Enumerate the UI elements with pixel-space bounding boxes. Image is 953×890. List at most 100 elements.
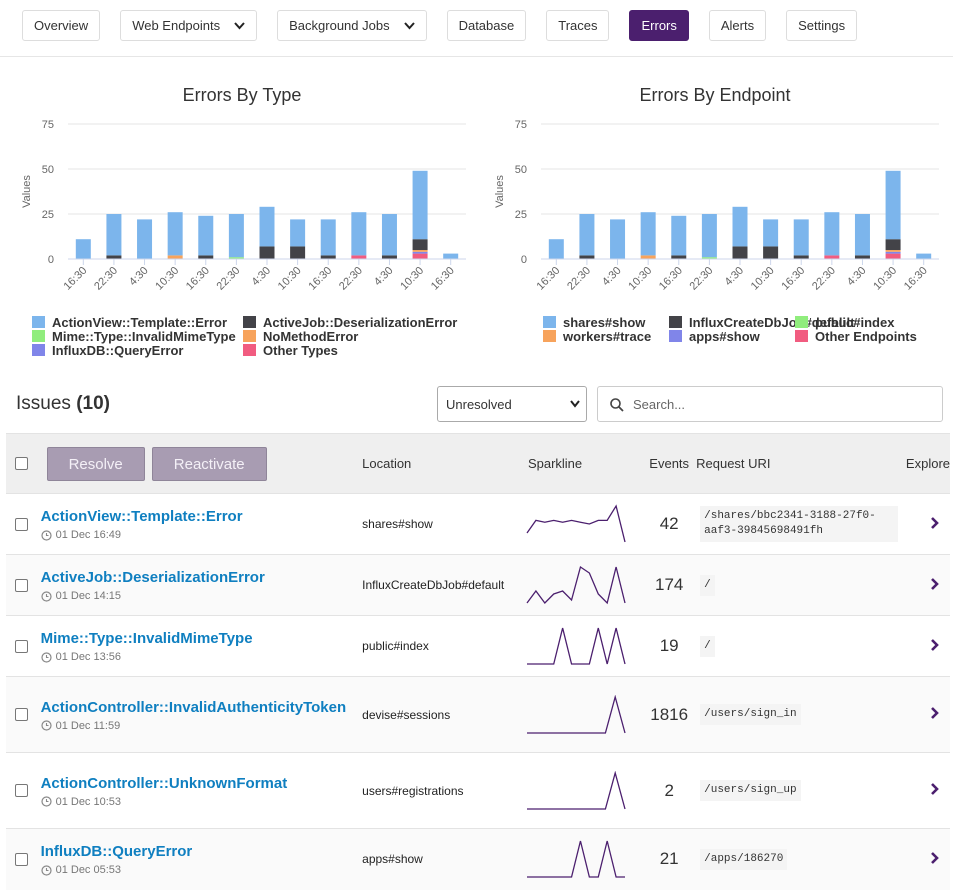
chevron <box>931 851 939 864</box>
action-button[interactable]: Reactivate <box>151 446 267 481</box>
row-checkbox[interactable] <box>15 639 28 653</box>
row-checkbox[interactable] <box>15 517 28 531</box>
explore-chevron[interactable] <box>930 851 940 864</box>
cell <box>6 676 41 753</box>
row-checkbox[interactable] <box>15 784 28 797</box>
select-arrow <box>570 400 580 408</box>
nav-tab-label: Settings <box>798 18 846 33</box>
x-tick-label: 4:30 <box>845 265 869 289</box>
legend-label: NoMethodError <box>263 329 358 344</box>
sparkline <box>526 694 626 734</box>
issues-count: (10) <box>76 393 110 414</box>
nav-tab[interactable]: Web Endpoints <box>120 10 258 41</box>
chevron <box>931 783 939 795</box>
nav-bar: Overview Web Endpoints Background Jobs Data… <box>0 0 953 57</box>
row-checkbox[interactable] <box>15 852 28 866</box>
explore-chevron[interactable] <box>930 516 940 529</box>
bar-segment <box>548 239 564 259</box>
column-header: Location <box>356 433 528 494</box>
nav-tab[interactable]: Alerts <box>708 10 767 41</box>
cell: / <box>696 554 898 616</box>
y-tick-label: 75 <box>42 119 54 131</box>
issue-location: public#index <box>356 615 528 677</box>
nav-tab[interactable]: Overview <box>22 10 101 41</box>
bar-segment <box>793 255 809 259</box>
clock-hands <box>45 867 49 871</box>
cell <box>526 676 643 753</box>
bar-segment <box>824 212 840 256</box>
issues-title: Issues <box>16 393 71 414</box>
action-button[interactable]: Resolve <box>46 446 145 481</box>
time-text: 01 Dec 05:53 <box>55 864 122 877</box>
clock-face <box>40 865 52 876</box>
y-axis-label: Values <box>21 175 33 208</box>
bar-segment <box>640 255 656 259</box>
issue-name[interactable]: InfluxDB::QueryError <box>40 843 193 861</box>
issue-time: 01 Dec 05:53 <box>40 864 347 877</box>
nav-tab[interactable]: Traces <box>546 10 610 41</box>
x-tick-label: 16:30 <box>61 265 89 293</box>
clock-hands <box>45 532 49 536</box>
bar-segment <box>167 255 183 259</box>
nav-tab[interactable]: Background Jobs <box>277 10 427 41</box>
bar-segment <box>885 239 901 250</box>
cell <box>526 554 643 616</box>
issue-name[interactable]: ActiveJob::DeserializationError <box>40 569 265 586</box>
cell <box>6 752 41 829</box>
row-checkbox[interactable] <box>15 578 28 592</box>
select-all-checkbox[interactable] <box>15 457 28 470</box>
issues-table: Resolve Reactivate Location Sparkline Events… <box>6 433 950 890</box>
nav-tab[interactable]: Settings <box>786 10 858 41</box>
bar-segment <box>640 212 656 256</box>
issue-row: ActionController::UnknownFormat 01 Dec 10… <box>6 752 950 829</box>
request-uri: /users/sign_in <box>700 704 801 725</box>
issue-location: shares#show <box>356 493 528 555</box>
issue-name[interactable]: ActionController::InvalidAuthenticityTok… <box>40 698 347 716</box>
bar-segment <box>412 170 428 240</box>
x-tick-label: 22:30 <box>810 265 838 293</box>
clock-icon <box>40 651 52 663</box>
chevron <box>931 638 939 651</box>
clock-icon <box>40 865 52 876</box>
time-text: 01 Dec 16:49 <box>55 529 122 541</box>
bar-segment <box>106 214 122 256</box>
issue-name[interactable]: ActionView::Template::Error <box>40 508 243 525</box>
cell <box>897 615 950 677</box>
issue-location: InfluxCreateDbJob#default <box>356 554 528 616</box>
explore-chevron[interactable] <box>930 783 940 795</box>
search-input[interactable]: Search... <box>597 386 943 422</box>
legend-label: ActionView::Template::Error <box>52 315 227 330</box>
bar-segment <box>167 212 183 256</box>
header-cell: Resolve Reactivate <box>40 433 357 494</box>
nav-tab[interactable]: Errors <box>629 10 689 41</box>
explore-chevron[interactable] <box>930 577 940 590</box>
issue-time: 01 Dec 14:15 <box>40 590 347 602</box>
clock-icon <box>40 720 52 731</box>
bar-segment <box>854 255 870 259</box>
request-uri: /users/sign_up <box>700 780 801 801</box>
chevron <box>403 21 415 29</box>
bar-segment <box>885 170 901 240</box>
bar-segment <box>106 255 122 259</box>
nav-tab[interactable]: Database <box>446 10 527 41</box>
issue-name[interactable]: ActionController::UnknownFormat <box>40 774 288 792</box>
bar-segment <box>290 219 306 247</box>
explore-chevron[interactable] <box>930 638 940 651</box>
sparkline <box>526 565 626 605</box>
request-uri: /apps/186270 <box>700 848 788 870</box>
issue-name[interactable]: Mime::Type::InvalidMimeType <box>40 630 253 647</box>
x-tick-label: 16:30 <box>429 265 457 293</box>
x-tick-label: 16:30 <box>306 265 334 293</box>
explore-chevron[interactable] <box>930 707 940 719</box>
legend-swatch <box>32 344 45 356</box>
x-tick-label: 22:30 <box>565 265 593 293</box>
column-header: Events <box>642 433 697 494</box>
row-checkbox[interactable] <box>15 708 28 721</box>
cell: /apps/186270 <box>696 828 898 890</box>
chevron <box>931 516 939 529</box>
status-select[interactable]: Unresolved <box>437 386 587 422</box>
bar-segment <box>671 215 687 256</box>
